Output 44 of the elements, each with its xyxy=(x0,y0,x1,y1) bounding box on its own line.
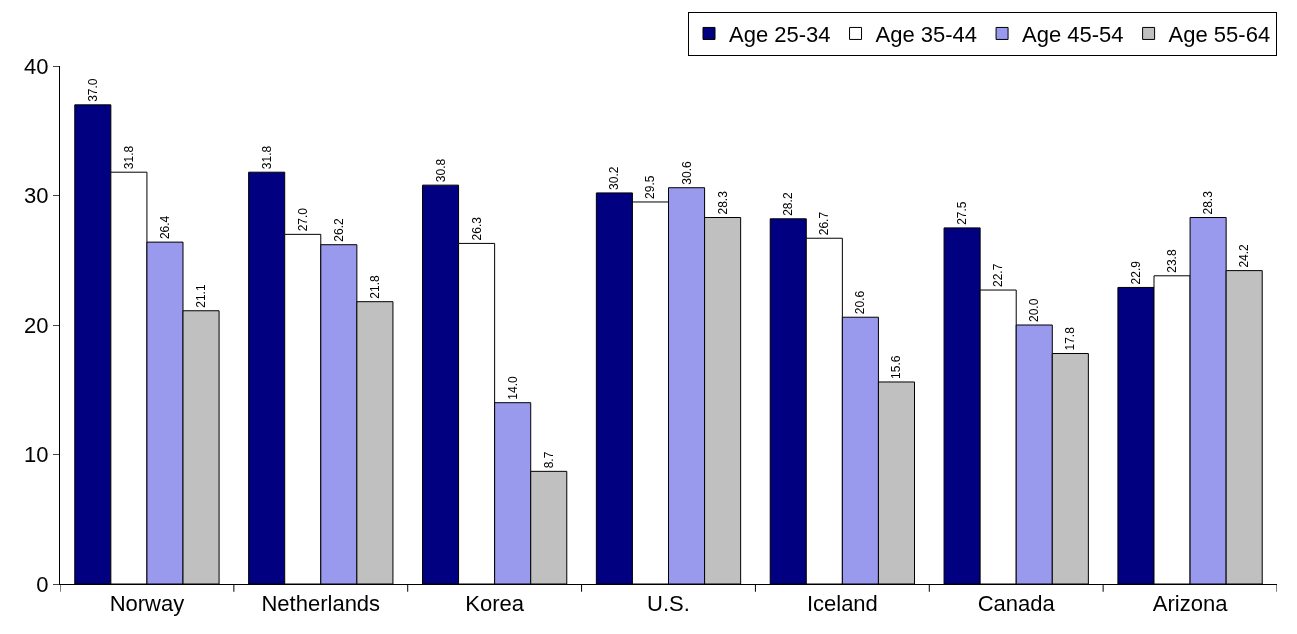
data-label: 8.7 xyxy=(541,451,556,469)
data-label: 14.0 xyxy=(505,376,520,400)
legend-label: Age 45-54 xyxy=(1022,22,1124,48)
y-tick-label: 20 xyxy=(24,312,49,338)
data-label: 30.8 xyxy=(433,158,448,183)
x-tick-label: Norway xyxy=(109,591,185,617)
legend-label: Age 35-44 xyxy=(875,22,978,48)
data-label: 22.7 xyxy=(991,263,1006,288)
data-label: 24.2 xyxy=(1237,243,1252,268)
y-tick-label: 10 xyxy=(24,442,49,468)
data-label: 30.2 xyxy=(607,166,622,190)
x-tick-label: Iceland xyxy=(806,591,878,617)
data-label: 17.8 xyxy=(1063,326,1078,351)
data-label: 30.6 xyxy=(679,161,694,185)
data-label: 26.4 xyxy=(157,215,172,240)
data-label: 28.3 xyxy=(1201,190,1216,215)
data-label: 21.1 xyxy=(194,284,209,308)
y-tick-label: 30 xyxy=(24,183,49,209)
data-label: 31.8 xyxy=(259,145,274,170)
data-label: 26.3 xyxy=(469,216,484,241)
data-label: 26.2 xyxy=(331,218,346,242)
data-label: 20.6 xyxy=(853,290,868,315)
data-label: 26.7 xyxy=(817,211,832,236)
x-tick-label: Arizona xyxy=(1152,591,1229,617)
y-tick-label: 40 xyxy=(24,53,49,79)
data-label: 23.8 xyxy=(1165,249,1180,273)
data-label: 21.8 xyxy=(367,275,382,299)
y-tick-label: 0 xyxy=(36,571,49,597)
data-label: 28.2 xyxy=(781,192,796,216)
data-label: 28.3 xyxy=(715,190,730,215)
data-label: 22.9 xyxy=(1128,260,1143,285)
data-label: 20.0 xyxy=(1027,298,1042,322)
data-label: 31.8 xyxy=(121,145,136,170)
x-tick-label: U.S. xyxy=(647,591,690,617)
legend-label: Age 25-34 xyxy=(729,22,831,48)
data-label: 27.5 xyxy=(955,201,970,225)
data-label: 27.0 xyxy=(295,207,310,232)
data-label: 29.5 xyxy=(643,175,658,199)
legend-label: Age 55-64 xyxy=(1168,22,1271,48)
x-tick-label: Korea xyxy=(465,591,525,617)
data-label: 37.0 xyxy=(85,78,100,102)
data-label: 15.6 xyxy=(889,355,904,379)
x-tick-label: Netherlands xyxy=(261,591,381,617)
x-tick-label: Canada xyxy=(977,591,1056,617)
